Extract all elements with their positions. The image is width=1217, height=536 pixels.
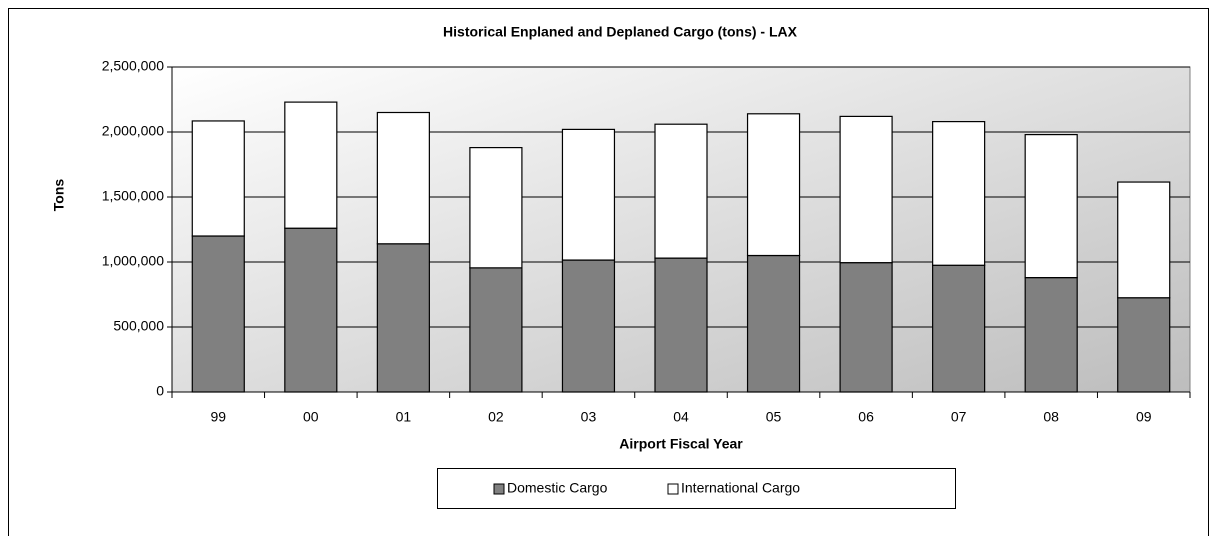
bar-segment	[654, 257, 708, 393]
bar-segment	[376, 243, 430, 393]
bar-segment	[561, 128, 616, 261]
bar-segment	[191, 235, 245, 393]
x-tick-label: 00	[303, 409, 319, 425]
x-tick-label: 08	[1043, 409, 1059, 425]
bar-segment	[284, 101, 338, 229]
bar-segment	[1024, 134, 1078, 279]
bar-segment	[839, 115, 893, 264]
x-axis-title: Airport Fiscal Year	[619, 436, 743, 452]
bar-segment	[376, 111, 430, 245]
x-tick-label: 05	[766, 409, 782, 425]
bar-segment	[839, 262, 893, 393]
bar-segment	[1117, 181, 1171, 299]
bar-segment	[932, 120, 986, 266]
x-tick-label: 09	[1136, 409, 1152, 425]
legend-label: Domestic Cargo	[507, 480, 608, 496]
bar-segment	[746, 254, 801, 393]
bar-segment	[284, 227, 338, 393]
y-tick-label: 2,000,000	[102, 123, 164, 139]
y-tick-label: 1,000,000	[102, 253, 164, 269]
x-tick-label: 99	[210, 409, 226, 425]
bar-segment	[469, 267, 523, 393]
y-tick-label: 1,500,000	[102, 188, 164, 204]
x-tick-label: 07	[951, 409, 967, 425]
chart-title: Historical Enplaned and Deplaned Cargo (…	[443, 24, 798, 40]
x-tick-label: 02	[488, 409, 504, 425]
bar-segment	[191, 120, 245, 237]
legend-box	[437, 468, 956, 509]
y-axis-title: Tons	[51, 179, 67, 212]
bar-segment	[1117, 297, 1171, 393]
bar-segment	[561, 259, 616, 393]
bar-segment	[1024, 277, 1078, 393]
x-tick-label: 06	[858, 409, 874, 425]
x-tick-label: 03	[581, 409, 597, 425]
legend-swatch	[667, 483, 679, 495]
x-tick-label: 01	[396, 409, 412, 425]
legend-swatch	[493, 483, 505, 495]
bar-segment	[469, 147, 523, 269]
y-tick-label: 0	[156, 383, 164, 399]
x-tick-label: 04	[673, 409, 689, 425]
legend-label: International Cargo	[681, 480, 800, 496]
y-tick-label: 500,000	[113, 318, 164, 334]
bar-segment	[654, 123, 708, 259]
bar-segment	[746, 113, 801, 257]
bar-segment	[932, 264, 986, 393]
y-tick-label: 2,500,000	[102, 58, 164, 74]
